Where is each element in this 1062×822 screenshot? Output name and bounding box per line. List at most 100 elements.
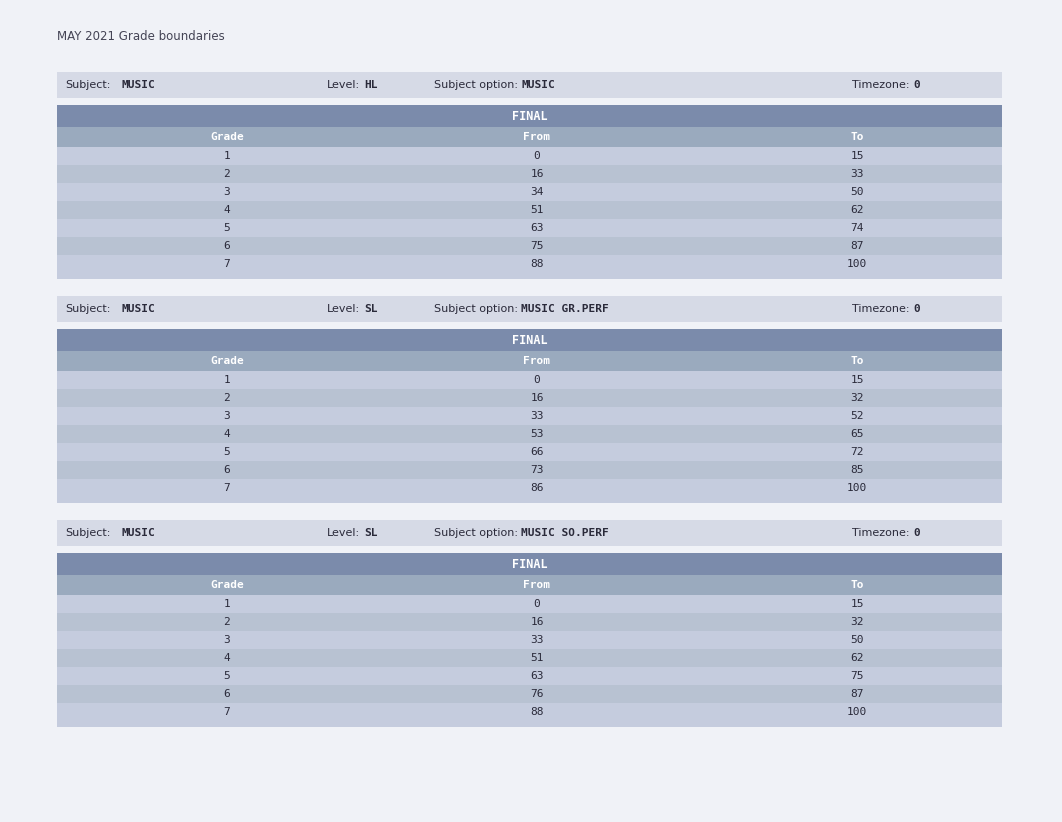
Text: 62: 62 (851, 653, 863, 663)
Text: 34: 34 (530, 187, 544, 197)
Text: 6: 6 (224, 689, 230, 699)
Text: 87: 87 (851, 241, 863, 251)
Text: 5: 5 (224, 447, 230, 457)
Text: FINAL: FINAL (512, 557, 547, 570)
Bar (57, 553, 1003, 727)
Bar (57, 105, 1003, 279)
Text: SL: SL (364, 304, 377, 314)
Text: From: From (524, 356, 550, 366)
Text: 88: 88 (530, 707, 544, 717)
Bar (57, 649, 1003, 667)
Text: MAY 2021 Grade boundaries: MAY 2021 Grade boundaries (57, 30, 225, 44)
Text: 52: 52 (851, 411, 863, 421)
Bar (57, 575, 1003, 595)
Text: To: To (851, 580, 863, 590)
Text: 2: 2 (224, 169, 230, 179)
Text: 5: 5 (224, 671, 230, 681)
Bar (57, 631, 1003, 649)
Text: Subject:: Subject: (65, 304, 110, 314)
Text: 2: 2 (224, 393, 230, 403)
Text: Grade: Grade (210, 132, 244, 142)
Bar (57, 183, 1003, 201)
Text: 85: 85 (851, 465, 863, 475)
Text: 5: 5 (224, 223, 230, 233)
Text: Grade: Grade (210, 580, 244, 590)
Bar (57, 201, 1003, 219)
Bar (57, 479, 1003, 497)
Text: 3: 3 (224, 411, 230, 421)
Text: 0: 0 (913, 80, 920, 90)
Bar (57, 329, 1003, 503)
Text: 66: 66 (530, 447, 544, 457)
Bar (57, 461, 1003, 479)
Text: Level:: Level: (327, 528, 360, 538)
Text: Level:: Level: (327, 304, 360, 314)
Text: 65: 65 (851, 429, 863, 439)
Bar (57, 219, 1003, 237)
Text: 73: 73 (530, 465, 544, 475)
Text: 7: 7 (224, 483, 230, 493)
Text: Timezone:: Timezone: (852, 80, 909, 90)
Text: FINAL: FINAL (512, 334, 547, 347)
Bar (57, 147, 1003, 165)
Text: 63: 63 (530, 223, 544, 233)
Text: Level:: Level: (327, 80, 360, 90)
Text: Subject:: Subject: (65, 528, 110, 538)
Bar (57, 703, 1003, 721)
Text: Subject:: Subject: (65, 80, 110, 90)
Text: 74: 74 (851, 223, 863, 233)
Text: 4: 4 (224, 205, 230, 215)
Text: 33: 33 (530, 635, 544, 645)
Text: MUSIC SO.PERF: MUSIC SO.PERF (521, 528, 609, 538)
Text: Timezone:: Timezone: (852, 528, 909, 538)
Text: 88: 88 (530, 259, 544, 269)
Text: 100: 100 (846, 707, 868, 717)
Text: From: From (524, 580, 550, 590)
Bar (57, 127, 1003, 147)
Bar (57, 72, 1003, 98)
Text: 76: 76 (530, 689, 544, 699)
Text: 0: 0 (913, 528, 920, 538)
Text: MUSIC: MUSIC (521, 80, 554, 90)
Text: To: To (851, 356, 863, 366)
Bar (57, 105, 1003, 127)
Text: 1: 1 (224, 599, 230, 609)
Text: 51: 51 (530, 653, 544, 663)
Text: 6: 6 (224, 465, 230, 475)
Text: MUSIC: MUSIC (121, 304, 155, 314)
Text: FINAL: FINAL (512, 109, 547, 122)
Text: MUSIC: MUSIC (121, 80, 155, 90)
Bar (57, 425, 1003, 443)
Text: 86: 86 (530, 483, 544, 493)
Text: 87: 87 (851, 689, 863, 699)
Bar (57, 553, 1003, 575)
Bar (57, 371, 1003, 389)
Text: 50: 50 (851, 187, 863, 197)
Bar (57, 296, 1003, 322)
Text: 7: 7 (224, 259, 230, 269)
Text: Timezone:: Timezone: (852, 304, 909, 314)
Bar (57, 667, 1003, 685)
Text: 0: 0 (533, 599, 541, 609)
Text: Grade: Grade (210, 356, 244, 366)
Text: 0: 0 (913, 304, 920, 314)
Text: Subject option:: Subject option: (434, 304, 518, 314)
Text: SL: SL (364, 528, 377, 538)
Bar (57, 255, 1003, 273)
Text: 4: 4 (224, 429, 230, 439)
Bar (57, 165, 1003, 183)
Text: 15: 15 (851, 599, 863, 609)
Text: 0: 0 (533, 151, 541, 161)
Bar (57, 389, 1003, 407)
Text: 53: 53 (530, 429, 544, 439)
Text: 72: 72 (851, 447, 863, 457)
Text: 3: 3 (224, 635, 230, 645)
Text: 1: 1 (224, 375, 230, 385)
Text: 51: 51 (530, 205, 544, 215)
Text: 6: 6 (224, 241, 230, 251)
Text: 75: 75 (530, 241, 544, 251)
Text: Subject option:: Subject option: (434, 528, 518, 538)
Text: 32: 32 (851, 617, 863, 627)
Text: HL: HL (364, 80, 377, 90)
Bar (57, 329, 1003, 351)
